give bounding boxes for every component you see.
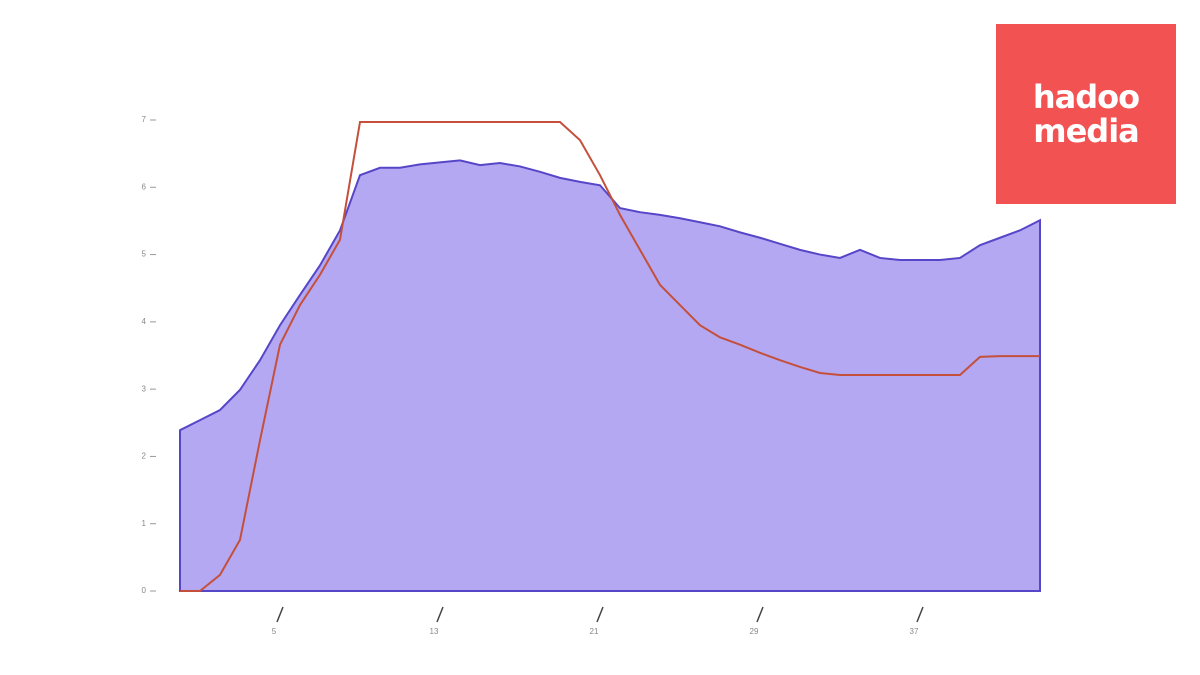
y-tick-label: 6 [142, 182, 147, 191]
x-tick [436, 606, 444, 623]
logo-text: media [1033, 112, 1140, 150]
y-tick-label: 7 [142, 115, 147, 124]
x-tick [596, 606, 604, 623]
y-tick-label: 3 [142, 384, 147, 393]
x-tick-label: 21 [590, 627, 599, 636]
x-tick-label: 29 [750, 627, 759, 636]
y-tick-label: 4 [142, 317, 147, 326]
line [180, 121, 1040, 592]
y-tick-label: 1 [142, 519, 147, 528]
x-tick-label: 13 [430, 627, 439, 636]
x-tick [276, 606, 284, 623]
x-tick-label: 37 [910, 627, 919, 636]
logo: hadoo media [996, 24, 1176, 204]
x-tick [756, 606, 764, 623]
logo-text: hadoo [1032, 78, 1140, 116]
y-tick-label: 5 [142, 250, 147, 259]
y-tick-label: 2 [142, 452, 147, 461]
area [179, 159, 1041, 592]
x-tick-label: 5 [272, 627, 277, 636]
y-tick-label: 0 [142, 586, 147, 595]
x-tick [916, 606, 924, 623]
